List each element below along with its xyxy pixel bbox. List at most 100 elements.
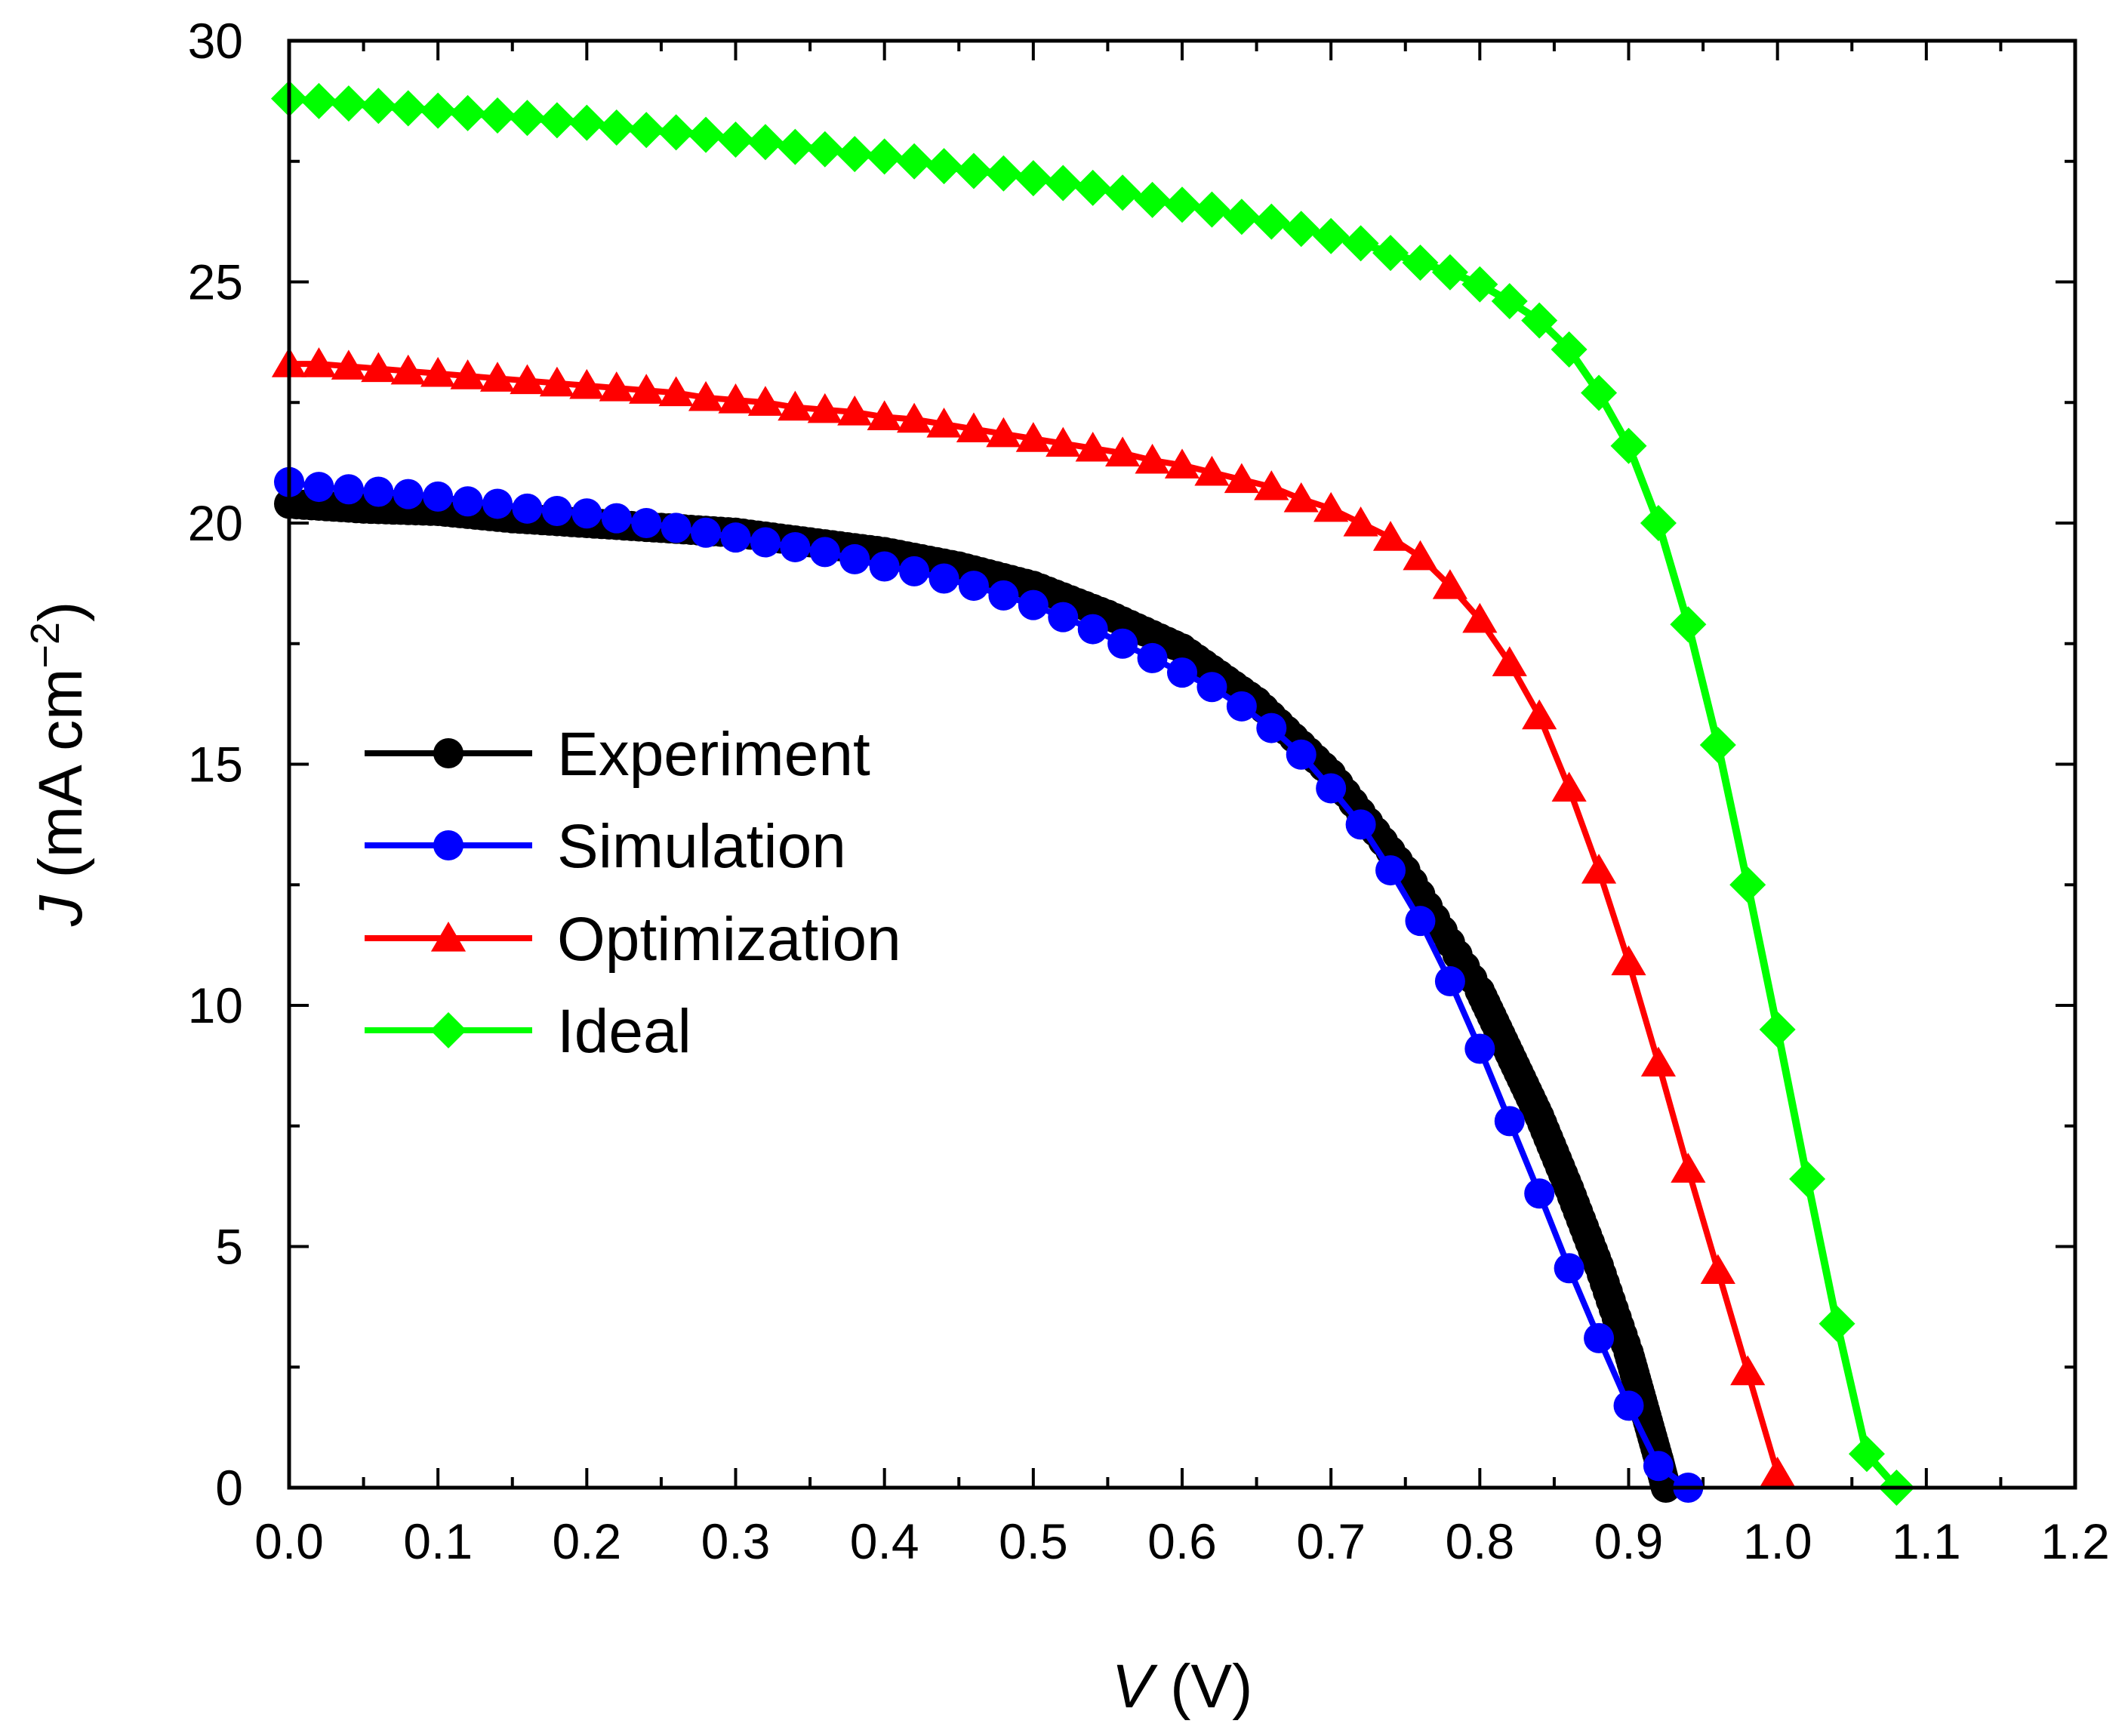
x-tick-label: 0.8: [1445, 1513, 1514, 1569]
data-point-optimization: [450, 359, 485, 389]
x-tick-label: 1.0: [1743, 1513, 1812, 1569]
legend: Experiment Simulation Optimization Ideal: [365, 720, 901, 1066]
data-point-ideal: [1193, 191, 1230, 228]
data-point-optimization: [1075, 431, 1110, 462]
data-point-simulation: [631, 508, 662, 538]
x-tick-label: 0.5: [999, 1513, 1068, 1569]
data-point-ideal: [866, 138, 903, 175]
y-tick-label: 15: [188, 737, 243, 793]
data-point-optimization: [331, 349, 366, 380]
data-point-optimization: [390, 354, 426, 385]
legend-entry-optimization: Optimization: [365, 905, 901, 974]
data-point-simulation: [1434, 966, 1465, 997]
data-point-simulation: [1167, 657, 1197, 688]
data-point-optimization: [1611, 945, 1646, 976]
data-point-simulation: [1137, 642, 1168, 673]
data-point-ideal: [1402, 244, 1439, 281]
series-optimization: [271, 347, 1795, 1487]
data-point-optimization: [837, 396, 873, 426]
data-point-optimization: [747, 386, 784, 416]
data-point-optimization: [807, 392, 842, 423]
data-point-simulation: [303, 472, 334, 503]
data-point-optimization: [479, 362, 516, 392]
x-tick-label: 1.1: [1892, 1513, 1961, 1569]
data-point-simulation: [1464, 1033, 1495, 1064]
data-point-ideal: [1670, 606, 1707, 643]
data-point-simulation: [1375, 855, 1406, 886]
data-point-simulation: [809, 537, 840, 568]
data-point-ideal: [1134, 181, 1171, 218]
data-point-optimization: [1700, 1254, 1735, 1285]
data-point-simulation: [958, 571, 989, 602]
data-point-optimization: [986, 417, 1021, 448]
data-point-ideal: [1253, 203, 1290, 240]
x-axis-title: V (V): [1112, 1652, 1253, 1721]
data-point-ideal: [1491, 283, 1528, 320]
data-point-ideal: [777, 128, 814, 165]
legend-marker-simulation: [433, 830, 463, 860]
data-point-simulation: [1018, 589, 1049, 620]
data-point-optimization: [897, 402, 932, 433]
data-point-ideal: [449, 94, 486, 131]
data-point-simulation: [1524, 1178, 1555, 1209]
data-point-simulation: [839, 543, 870, 574]
data-point-ideal: [1461, 266, 1498, 303]
y-tick-labels: 0 5 10 15 20 25 30: [188, 13, 243, 1516]
data-point-ideal: [538, 102, 575, 139]
data-point-optimization: [420, 356, 456, 387]
legend-entry-ideal: Ideal: [365, 997, 691, 1066]
y-axis-title: J (mA cm−2): [23, 602, 95, 928]
data-point-simulation: [1494, 1106, 1525, 1137]
legend-marker-shape: [433, 830, 463, 860]
data-point-simulation: [928, 563, 959, 594]
data-point-simulation: [571, 498, 602, 529]
legend-label-ideal: Ideal: [557, 997, 691, 1066]
data-point-ideal: [420, 92, 457, 129]
data-point-simulation: [1405, 906, 1436, 937]
series-line-ideal: [288, 94, 1900, 1491]
data-point-ideal: [955, 152, 992, 189]
data-point-simulation: [1226, 691, 1257, 722]
data-point-optimization: [1462, 602, 1498, 633]
x-tick-label: 0.6: [1147, 1513, 1217, 1569]
data-point-optimization: [658, 376, 694, 407]
data-point-simulation: [452, 486, 483, 517]
data-point-ideal: [568, 104, 605, 141]
data-point-ideal: [836, 136, 873, 173]
data-point-ideal: [330, 85, 367, 122]
legend-marker-optimization: [430, 922, 467, 952]
data-point-ideal: [1699, 726, 1736, 763]
data-point-ideal: [1610, 427, 1647, 464]
series-experiment: [274, 488, 1681, 1503]
data-point-optimization: [778, 390, 813, 421]
data-point-optimization: [1313, 491, 1349, 522]
data-point-simulation: [988, 580, 1019, 611]
data-point-optimization: [510, 364, 545, 395]
data-point-optimization: [1581, 854, 1617, 884]
data-point-simulation: [691, 517, 722, 548]
legend-label-simulation: Simulation: [557, 812, 846, 881]
data-point-simulation: [512, 493, 543, 524]
data-point-simulation: [333, 474, 364, 505]
data-point-simulation: [393, 479, 423, 509]
data-point-simulation: [1077, 614, 1108, 645]
data-point-ideal: [628, 112, 665, 149]
data-point-simulation: [1613, 1390, 1644, 1421]
x-tick-label: 0.1: [403, 1513, 473, 1569]
x-tick-label: 0.7: [1296, 1513, 1366, 1569]
data-point-ideal: [717, 121, 754, 158]
data-point-optimization: [1730, 1355, 1766, 1386]
data-point-optimization: [1522, 699, 1557, 730]
data-point-simulation: [869, 551, 900, 582]
data-point-ideal: [1074, 169, 1111, 206]
x-tick-label: 0.9: [1594, 1513, 1664, 1569]
data-point-ideal: [1551, 331, 1588, 368]
data-point-optimization: [1432, 569, 1467, 599]
data-point-ideal: [806, 131, 843, 168]
series-ideal: [271, 80, 1915, 1506]
legend-marker-experiment: [433, 738, 463, 768]
data-point-simulation: [482, 488, 513, 519]
data-point-simulation: [661, 512, 691, 543]
legend-marker-ideal: [430, 1012, 467, 1048]
